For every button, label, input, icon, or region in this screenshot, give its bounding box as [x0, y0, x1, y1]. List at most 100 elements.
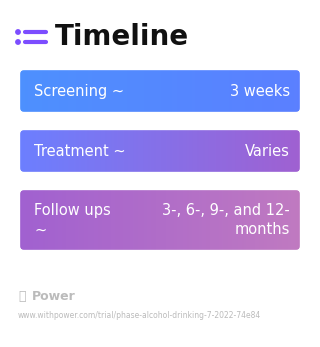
Bar	[162, 186, 163, 254]
Bar	[234, 186, 235, 254]
Bar	[61, 126, 62, 176]
Bar	[242, 66, 244, 116]
Bar	[134, 126, 136, 176]
Bar	[228, 66, 229, 116]
Bar	[292, 66, 294, 116]
Bar	[188, 66, 189, 116]
Bar	[39, 186, 41, 254]
Bar	[140, 186, 141, 254]
Bar	[140, 126, 141, 176]
Bar	[244, 126, 245, 176]
Bar	[146, 126, 147, 176]
Bar	[134, 186, 136, 254]
Bar	[179, 66, 180, 116]
Bar	[197, 126, 199, 176]
Bar	[115, 186, 117, 254]
Bar	[65, 66, 67, 116]
Bar	[44, 126, 45, 176]
Bar	[146, 186, 147, 254]
Bar	[281, 126, 283, 176]
Text: 3-, 6-, 9-, and 12-
months: 3-, 6-, 9-, and 12- months	[162, 203, 290, 237]
Bar	[290, 66, 291, 116]
Bar	[190, 126, 192, 176]
Bar	[160, 66, 162, 116]
Bar	[26, 186, 28, 254]
Bar	[220, 66, 222, 116]
Bar	[108, 66, 109, 116]
Bar	[246, 186, 248, 254]
Bar	[137, 186, 138, 254]
Bar	[144, 66, 146, 116]
Bar	[213, 126, 215, 176]
Bar	[252, 126, 253, 176]
Bar	[76, 126, 78, 176]
Bar	[92, 126, 94, 176]
Bar	[276, 66, 278, 116]
Bar	[78, 186, 79, 254]
Bar	[246, 126, 248, 176]
Bar	[223, 126, 225, 176]
Bar	[121, 126, 123, 176]
Bar	[162, 66, 163, 116]
Bar	[212, 66, 213, 116]
Bar	[229, 186, 230, 254]
Bar	[44, 186, 45, 254]
Bar	[172, 126, 173, 176]
Bar	[118, 126, 120, 176]
Bar	[238, 66, 239, 116]
Bar	[258, 126, 260, 176]
Bar	[295, 186, 297, 254]
Bar	[35, 126, 36, 176]
Bar	[128, 186, 130, 254]
Bar	[154, 126, 156, 176]
Bar	[113, 66, 114, 116]
Bar	[235, 126, 236, 176]
Bar	[208, 126, 209, 176]
Bar	[226, 66, 228, 116]
Bar	[275, 66, 276, 116]
Bar	[301, 66, 303, 116]
Bar	[294, 66, 295, 116]
Bar	[62, 126, 63, 176]
Bar	[244, 186, 245, 254]
Bar	[303, 186, 304, 254]
Bar	[260, 126, 261, 176]
Bar	[118, 66, 120, 116]
Bar	[42, 126, 44, 176]
Bar	[130, 186, 131, 254]
Bar	[249, 126, 251, 176]
Bar	[19, 126, 20, 176]
Bar	[285, 126, 287, 176]
Bar	[46, 186, 48, 254]
Bar	[271, 186, 272, 254]
Bar	[219, 126, 220, 176]
Bar	[257, 126, 258, 176]
Bar	[234, 126, 235, 176]
Bar	[91, 186, 92, 254]
Bar	[92, 66, 94, 116]
Bar	[274, 126, 275, 176]
Bar	[199, 186, 200, 254]
Bar	[91, 66, 92, 116]
Bar	[225, 186, 226, 254]
Bar	[56, 186, 58, 254]
Bar	[86, 186, 88, 254]
Bar	[177, 186, 179, 254]
Bar	[278, 126, 280, 176]
Bar	[90, 126, 91, 176]
Bar	[287, 126, 288, 176]
Bar	[230, 66, 232, 116]
Bar	[174, 66, 176, 116]
Bar	[81, 66, 82, 116]
Bar	[303, 66, 304, 116]
Bar	[109, 126, 111, 176]
Bar	[107, 126, 108, 176]
Bar	[276, 186, 278, 254]
Bar	[235, 186, 236, 254]
Bar	[115, 66, 117, 116]
Bar	[248, 186, 249, 254]
Bar	[30, 66, 32, 116]
Bar	[268, 186, 269, 254]
Bar	[295, 126, 297, 176]
Bar	[121, 66, 123, 116]
